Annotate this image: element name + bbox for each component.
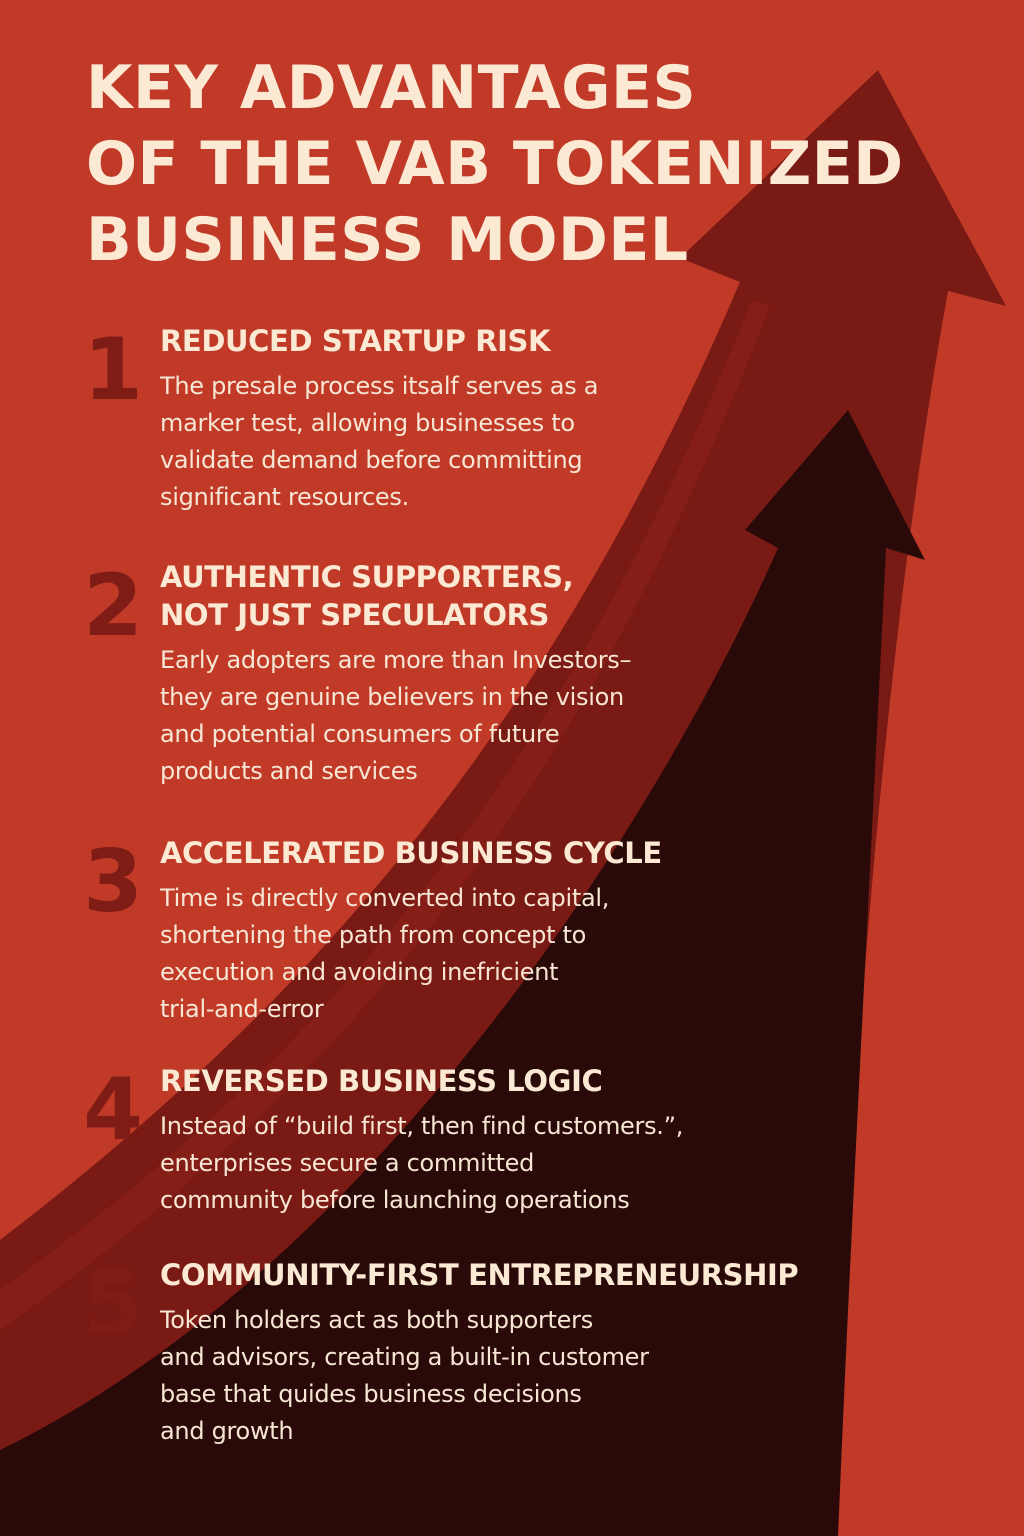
advantage-text: REDUCED STARTUP RISK The presale process… bbox=[160, 322, 900, 516]
advantage-heading: ACCELERATED BUSINESS CYCLE bbox=[160, 834, 900, 872]
body-line: and potential consumers of future bbox=[160, 720, 560, 748]
advantage-number: 3 bbox=[83, 832, 143, 932]
body-line: validate demand before committing bbox=[160, 446, 583, 474]
advantage-description: Time is directly converted into capital,… bbox=[160, 880, 900, 1028]
body-line: Token holders act as both supporters bbox=[160, 1306, 593, 1334]
body-line: they are genuine believers in the vision bbox=[160, 683, 624, 711]
advantage-text: REVERSED BUSINESS LOGIC Instead of “buil… bbox=[160, 1062, 900, 1219]
heading-line: NOT JUST SPECULATORS bbox=[160, 598, 550, 632]
advantage-text: ACCELERATED BUSINESS CYCLE Time is direc… bbox=[160, 834, 900, 1028]
heading-line: REVERSED BUSINESS LOGIC bbox=[160, 1064, 603, 1098]
advantage-heading: REDUCED STARTUP RISK bbox=[160, 322, 900, 360]
advantage-text: AUTHENTIC SUPPORTERS, NOT JUST SPECULATO… bbox=[160, 558, 900, 790]
advantage-description: The presale process itsalf serves as a m… bbox=[160, 368, 900, 516]
body-line: significant resources. bbox=[160, 483, 409, 511]
advantage-heading: REVERSED BUSINESS LOGIC bbox=[160, 1062, 900, 1100]
body-line: and growth bbox=[160, 1417, 294, 1445]
title-line: BUSINESS MODEL bbox=[86, 205, 689, 275]
poster-title: KEY ADVANTAGES OF THE VAB TOKENIZED BUSI… bbox=[86, 50, 946, 278]
body-line: Time is directly converted into capital, bbox=[160, 884, 610, 912]
advantage-description: Early adopters are more than Investors– … bbox=[160, 642, 900, 790]
advantage-number: 2 bbox=[83, 556, 143, 656]
body-line: products and services bbox=[160, 757, 418, 785]
body-line: marker test, allowing businesses to bbox=[160, 409, 575, 437]
advantage-number: 1 bbox=[83, 320, 143, 420]
advantage-number: 5 bbox=[83, 1254, 143, 1354]
heading-line: ACCELERATED BUSINESS CYCLE bbox=[160, 836, 662, 870]
body-line: shortening the path from concept to bbox=[160, 921, 587, 949]
body-line: and advisors, creating a built-in custom… bbox=[160, 1343, 649, 1371]
advantage-description: Token holders act as both supporters and… bbox=[160, 1302, 900, 1450]
advantage-number: 4 bbox=[83, 1060, 143, 1160]
body-line: base that quides business decisions bbox=[160, 1380, 582, 1408]
body-line: enterprises secure a committed bbox=[160, 1149, 535, 1177]
body-line: Early adopters are more than Investors– bbox=[160, 646, 632, 674]
heading-line: COMMUNITY-FIRST ENTREPRENEURSHIP bbox=[160, 1258, 799, 1292]
advantage-heading: AUTHENTIC SUPPORTERS, NOT JUST SPECULATO… bbox=[160, 558, 900, 634]
advantage-description: Instead of “build first, then find custo… bbox=[160, 1108, 900, 1219]
title-line: OF THE VAB TOKENIZED bbox=[86, 129, 904, 199]
heading-line: AUTHENTIC SUPPORTERS, bbox=[160, 560, 574, 594]
small-arrow-shape bbox=[0, 410, 925, 1536]
advantage-heading: COMMUNITY-FIRST ENTREPRENEURSHIP bbox=[160, 1256, 900, 1294]
body-line: community before launching operations bbox=[160, 1186, 630, 1214]
heading-line: REDUCED STARTUP RISK bbox=[160, 324, 551, 358]
body-line: trial-and-error bbox=[160, 995, 324, 1023]
advantage-text: COMMUNITY-FIRST ENTREPRENEURSHIP Token h… bbox=[160, 1256, 900, 1450]
title-line: KEY ADVANTAGES bbox=[86, 53, 697, 123]
body-line: The presale process itsalf serves as a bbox=[160, 372, 599, 400]
body-line: execution and avoiding inefricient bbox=[160, 958, 559, 986]
body-line: Instead of “build first, then find custo… bbox=[160, 1112, 684, 1140]
